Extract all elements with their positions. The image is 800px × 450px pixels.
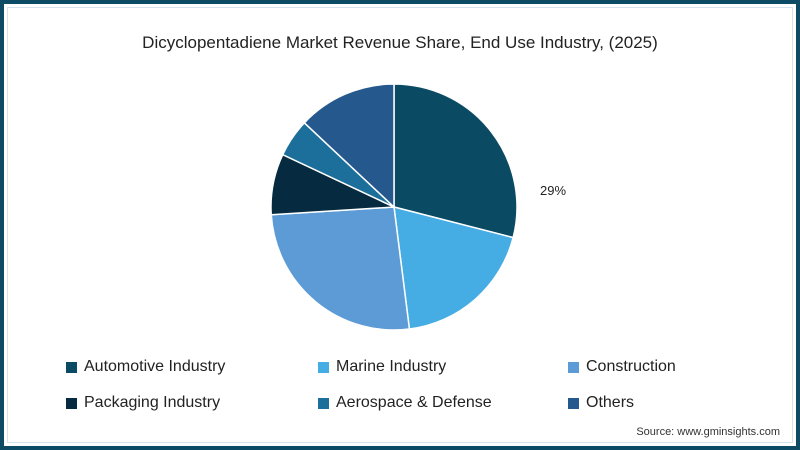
legend-swatch-icon — [568, 397, 579, 409]
legend-swatch-icon — [318, 361, 329, 373]
legend-label: Aerospace & Defense — [336, 394, 492, 411]
legend-item-marine: Marine Industry — [318, 358, 446, 376]
pie-slice-others — [303, 83, 395, 209]
legend-label: Packaging Industry — [84, 394, 221, 411]
legend-label: Others — [586, 394, 635, 411]
pie-slice-construction — [270, 206, 411, 331]
legend-item-construction: Construction — [568, 358, 676, 376]
pie-slice-marine-industry — [393, 205, 515, 330]
automotive-percent-label: 29% — [540, 183, 567, 198]
legend-item-automotive: Automotive Industry — [66, 358, 225, 376]
legend-label: Marine Industry — [336, 358, 447, 375]
source-text: Source: www.gminsights.com — [636, 426, 780, 438]
legend-label: Construction — [586, 358, 676, 375]
legend-item-aerospace: Aerospace & Defense — [318, 394, 492, 412]
legend-swatch-icon — [66, 361, 77, 373]
legend-swatch-icon — [568, 361, 579, 373]
legend-item-others: Others — [568, 394, 634, 412]
legend-swatch-icon — [318, 397, 329, 409]
pie-slice-automotive-industry — [393, 83, 518, 239]
legend-swatch-icon — [66, 397, 77, 409]
inner-border — [7, 7, 793, 443]
chart-title: Dicyclopentadiene Market Revenue Share, … — [142, 33, 658, 52]
legend-item-packaging: Packaging Industry — [66, 394, 220, 412]
legend-label: Automotive Industry — [84, 358, 226, 375]
